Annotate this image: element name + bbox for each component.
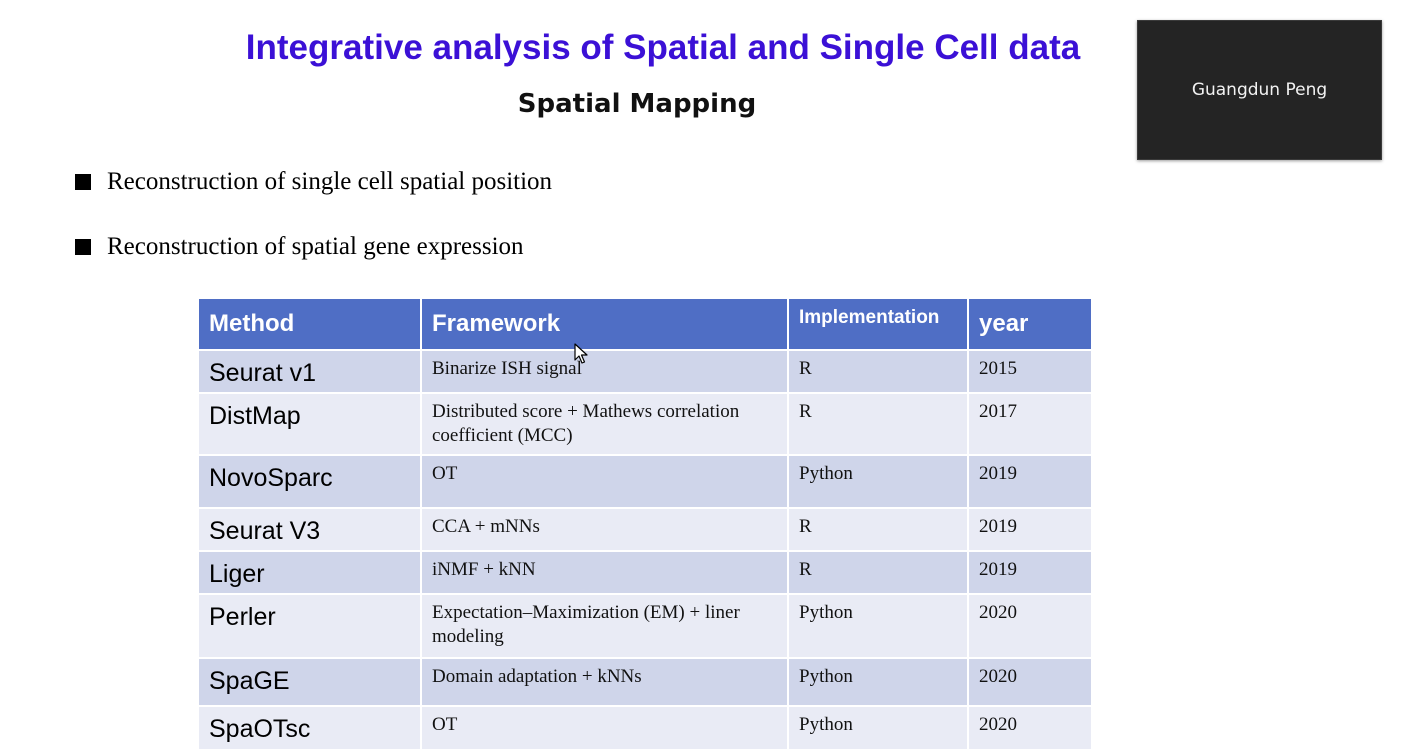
method-cell: Liger — [199, 551, 422, 595]
implementation-cell: Python — [788, 658, 969, 707]
method-cell: Perler — [199, 594, 422, 659]
bullet-text: Reconstruction of single cell spatial po… — [107, 168, 553, 195]
method-cell: SpaGE — [199, 658, 422, 707]
framework-cell: iNMF + kNN — [421, 551, 789, 595]
method-cell: NovoSparc — [199, 455, 422, 509]
methods-table: Method Framework Implementation year Seu… — [199, 299, 1091, 751]
implementation-cell: R — [788, 508, 969, 552]
table-row: Seurat V3 CCA + mNNs R 2019 — [199, 508, 1091, 552]
framework-cell: Expectation–Maximization (EM) + liner mo… — [421, 594, 789, 659]
year-cell: 2015 — [968, 350, 1091, 394]
table-row: SpaOTsc OT Python 2020 — [199, 706, 1091, 751]
method-cell: SpaOTsc — [199, 706, 422, 751]
implementation-cell: R — [788, 350, 969, 394]
framework-cell: OT — [421, 455, 789, 509]
bullet-item: Reconstruction of single cell spatial po… — [75, 165, 552, 199]
framework-cell: Domain adaptation + kNNs — [421, 658, 789, 707]
year-cell: 2020 — [968, 658, 1091, 707]
participant-name: Guangdun Peng — [1191, 80, 1328, 100]
square-bullet-icon — [75, 174, 91, 190]
year-cell: 2020 — [968, 594, 1091, 659]
header-framework: Framework — [421, 299, 789, 351]
table-row: DistMap Distributed score + Mathews corr… — [199, 393, 1091, 456]
implementation-cell: Python — [788, 706, 969, 751]
table-row: Seurat v1 Binarize ISH signal R 2015 — [199, 350, 1091, 394]
framework-cell: OT — [421, 706, 789, 751]
table-row: Liger iNMF + kNN R 2019 — [199, 551, 1091, 595]
slide-title: Integrative analysis of Spatial and Sing… — [245, 28, 1081, 67]
bullet-item: Reconstruction of spatial gene expressio… — [75, 230, 524, 264]
implementation-cell: R — [788, 393, 969, 456]
implementation-cell: Python — [788, 594, 969, 659]
header-method: Method — [199, 299, 422, 351]
header-year: year — [968, 299, 1091, 351]
slide-subtitle: Spatial Mapping — [517, 89, 757, 119]
year-cell: 2019 — [968, 551, 1091, 595]
mouse-pointer-icon — [574, 343, 588, 364]
table-row: SpaGE Domain adaptation + kNNs Python 20… — [199, 658, 1091, 707]
framework-cell: Distributed score + Mathews correlation … — [421, 393, 789, 456]
table-row: Perler Expectation–Maximization (EM) + l… — [199, 594, 1091, 659]
square-bullet-icon — [75, 239, 91, 255]
year-cell: 2019 — [968, 455, 1091, 509]
method-cell: Seurat v1 — [199, 350, 422, 394]
header-implementation: Implementation — [788, 299, 969, 351]
year-cell: 2019 — [968, 508, 1091, 552]
method-cell: Seurat V3 — [199, 508, 422, 552]
implementation-cell: Python — [788, 455, 969, 509]
implementation-cell: R — [788, 551, 969, 595]
method-cell: DistMap — [199, 393, 422, 456]
participant-video-tile[interactable]: Guangdun Peng — [1137, 20, 1382, 160]
table-header-row: Method Framework Implementation year — [199, 299, 1091, 351]
bullet-text: Reconstruction of spatial gene expressio… — [107, 233, 524, 260]
year-cell: 2020 — [968, 706, 1091, 751]
framework-cell: Binarize ISH signal — [421, 350, 789, 394]
framework-cell: CCA + mNNs — [421, 508, 789, 552]
table-row: NovoSparc OT Python 2019 — [199, 455, 1091, 509]
year-cell: 2017 — [968, 393, 1091, 456]
